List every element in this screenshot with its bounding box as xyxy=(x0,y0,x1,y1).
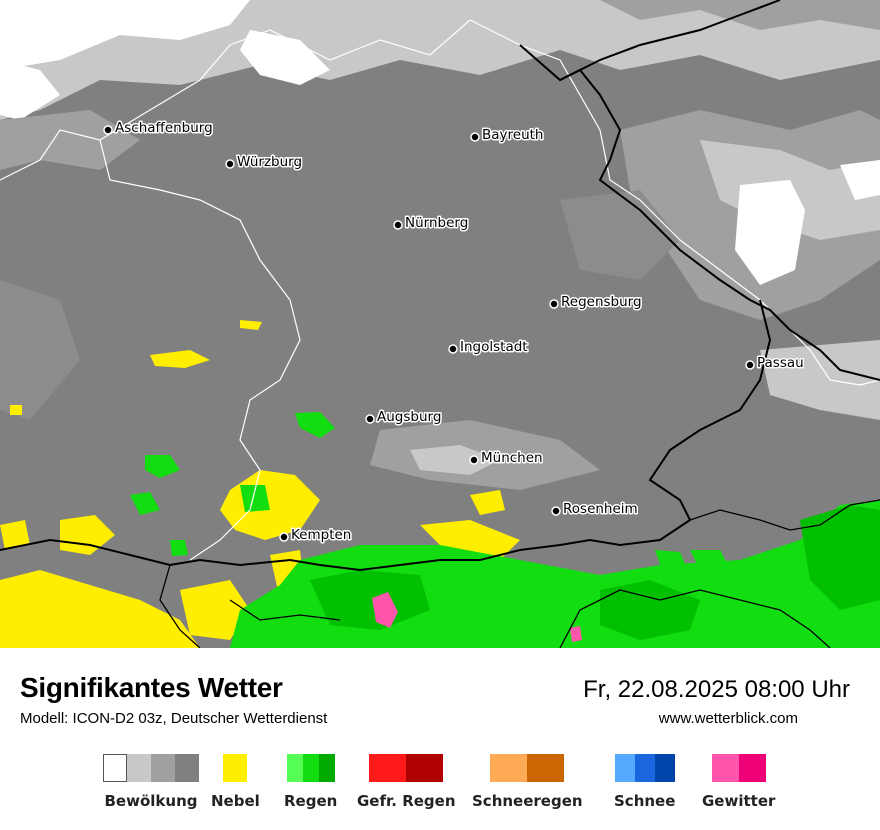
svg-text:Regensburg: Regensburg xyxy=(561,294,642,310)
legend-swatch xyxy=(490,754,528,782)
legend-label: Nebel xyxy=(211,792,260,810)
model-info: Modell: ICON-D2 03z, Deutscher Wetterdie… xyxy=(20,710,328,727)
legend-swatch xyxy=(223,754,248,782)
legend-schnee: Schnee xyxy=(614,754,675,810)
legend-swatch xyxy=(738,754,766,782)
legend-gefr-regen: Gefr. Regen xyxy=(357,754,456,810)
city-aschaffenburg: Aschaffenburg xyxy=(103,119,214,138)
legend-label: Regen xyxy=(284,792,338,810)
legend-swatch xyxy=(151,754,175,782)
svg-text:Bayreuth: Bayreuth xyxy=(482,127,544,143)
legend-swatch xyxy=(711,754,739,782)
thunderstorm-layer xyxy=(372,592,582,642)
cloud-layer-light xyxy=(0,0,880,490)
svg-text:Ingolstadt: Ingolstadt xyxy=(460,339,528,355)
svg-text:Passau: Passau xyxy=(757,355,804,371)
legend-gewitter: Gewitter xyxy=(702,754,775,810)
legend-swatches xyxy=(472,754,583,782)
city-regensburg: Regensburg xyxy=(549,293,643,312)
legend-swatch xyxy=(527,754,565,782)
page-title: Signifikantes Wetter xyxy=(20,672,283,703)
city-nurnberg: Nürnberg xyxy=(393,214,470,233)
city-bayreuth: Bayreuth xyxy=(470,126,545,145)
legend-swatches xyxy=(211,754,260,782)
legend-swatch xyxy=(369,754,407,782)
legend-swatch xyxy=(302,754,319,782)
legend-label: Gewitter xyxy=(702,792,776,810)
svg-text:Rosenheim: Rosenheim xyxy=(563,501,638,517)
legend-swatch xyxy=(614,754,635,782)
legend-swatch xyxy=(654,754,675,782)
city-wurzburg: Würzburg xyxy=(225,153,304,172)
website-url: www.wetterblick.com xyxy=(658,710,798,727)
city-augsburg: Augsburg xyxy=(365,408,443,427)
city-kempten: Kempten xyxy=(279,526,353,545)
svg-text:Kempten: Kempten xyxy=(291,527,351,543)
legend-swatch xyxy=(103,754,127,782)
legend-swatches xyxy=(284,754,337,782)
legend-swatch xyxy=(127,754,151,782)
city-munchen: München xyxy=(469,449,544,468)
legend-label: Bewölkung xyxy=(104,792,198,810)
legend-bewolkung: Bewölkung xyxy=(103,754,199,810)
legend-swatches xyxy=(614,754,675,782)
city-ingolstadt: Ingolstadt xyxy=(448,338,529,357)
legend-swatch xyxy=(634,754,655,782)
svg-text:München: München xyxy=(481,450,543,466)
legend-swatches xyxy=(103,754,199,782)
legend-swatch xyxy=(286,754,303,782)
legend-swatch xyxy=(406,754,444,782)
legend-schneeregen: Schneeregen xyxy=(472,754,583,810)
city-passau: Passau xyxy=(745,354,805,373)
city-rosenheim: Rosenheim xyxy=(551,500,639,519)
forecast-datetime: Fr, 22.08.2025 08:00 Uhr xyxy=(583,676,850,703)
legend-regen: Regen xyxy=(284,754,337,810)
legend-nebel: Nebel xyxy=(211,754,260,810)
legend-swatches xyxy=(702,754,775,782)
city-markers: Aschaffenburg Würzburg Bayreuth Nürnberg… xyxy=(103,119,805,545)
border-lines xyxy=(0,0,880,649)
footer: Signifikantes Wetter Modell: ICON-D2 03z… xyxy=(0,648,880,830)
svg-text:Nürnberg: Nürnberg xyxy=(405,215,468,231)
legend-swatch xyxy=(175,754,199,782)
svg-text:Aschaffenburg: Aschaffenburg xyxy=(115,120,213,136)
svg-text:Würzburg: Würzburg xyxy=(237,154,302,170)
svg-text:Augsburg: Augsburg xyxy=(377,409,441,425)
legend-label: Gefr. Regen xyxy=(357,792,456,810)
legend-label: Schneeregen xyxy=(472,792,583,810)
legend-swatch xyxy=(318,754,335,782)
legend-swatches xyxy=(357,754,456,782)
legend-label: Schnee xyxy=(614,792,676,810)
weather-map: Aschaffenburg Würzburg Bayreuth Nürnberg… xyxy=(0,0,880,649)
